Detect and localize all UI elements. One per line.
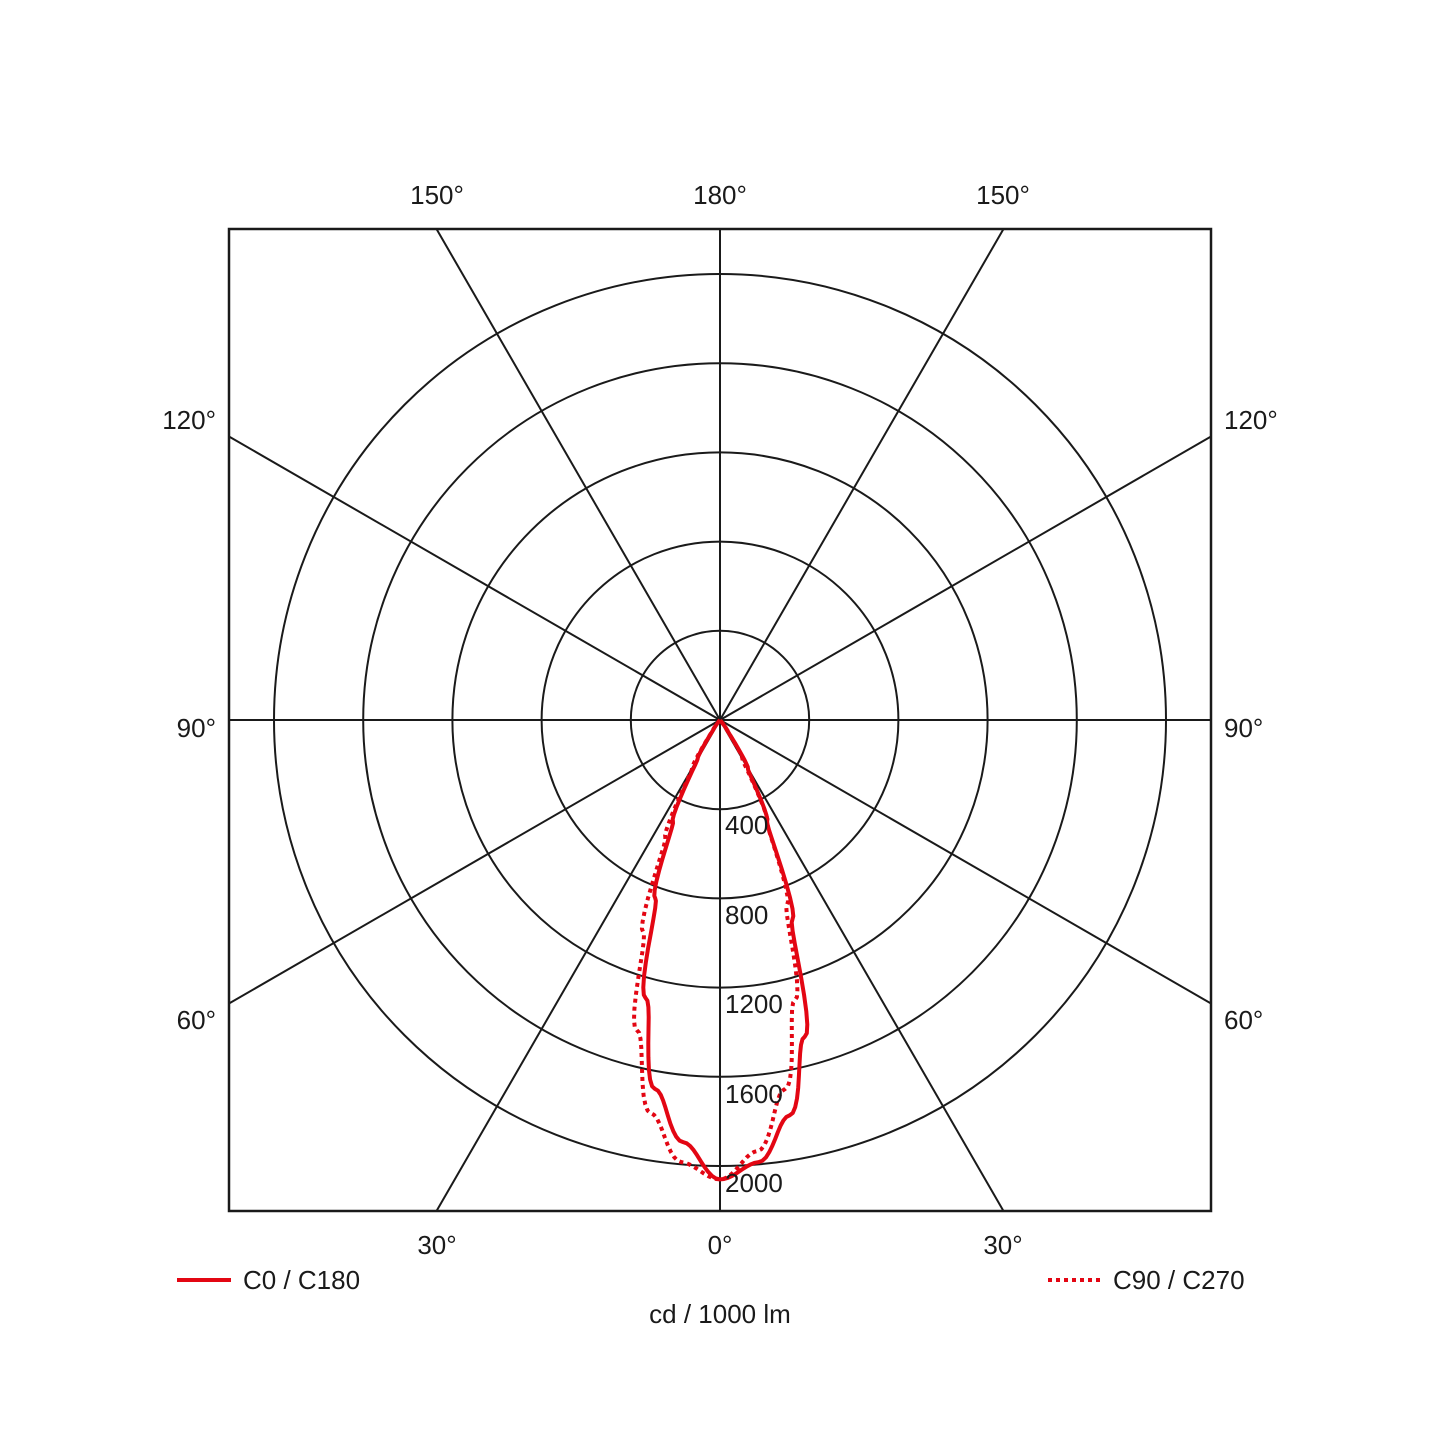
series-curve-c90-c270 — [632, 718, 800, 1182]
radial-tick-labels: 400 800 1200 1600 2000 — [725, 810, 783, 1198]
plot-frame — [227, 227, 1213, 1213]
angle-labels-left: 120° 90° 60° — [162, 405, 216, 1035]
legend-label-c0-c180: C0 / C180 — [243, 1265, 360, 1295]
angle-label-top-right: 150° — [976, 180, 1030, 210]
radial-tick-1200: 1200 — [725, 989, 783, 1019]
angle-label-right-60: 60° — [1224, 1005, 1263, 1035]
angle-label-bottom-left: 30° — [417, 1230, 456, 1260]
angle-label-right-120: 120° — [1224, 405, 1278, 435]
radial-tick-1600: 1600 — [725, 1079, 783, 1109]
radial-tick-2000: 2000 — [725, 1168, 783, 1198]
radial-tick-800: 800 — [725, 900, 768, 930]
angle-label-top-center: 180° — [693, 180, 747, 210]
angle-labels: 150° 180° 150° 30° 0° 30° — [410, 180, 1030, 1260]
angle-label-bottom-right: 30° — [983, 1230, 1022, 1260]
angle-label-left-90: 90° — [177, 713, 216, 743]
angle-label-right-90: 90° — [1224, 713, 1263, 743]
radial-tick-400: 400 — [725, 810, 768, 840]
angle-label-bottom-center: 0° — [708, 1230, 733, 1260]
angle-label-top-left: 150° — [410, 180, 464, 210]
legend: C0 / C180 C90 / C270 — [177, 1265, 1245, 1295]
unit-label: cd / 1000 lm — [649, 1299, 791, 1329]
series-curve-c0-c180 — [641, 718, 810, 1182]
angle-label-left-120: 120° — [162, 405, 216, 435]
angle-labels-right: 120° 90° 60° — [1224, 405, 1278, 1035]
intensity-curves — [632, 718, 810, 1182]
angle-label-left-60: 60° — [177, 1005, 216, 1035]
legend-label-c90-c270: C90 / C270 — [1113, 1265, 1245, 1295]
